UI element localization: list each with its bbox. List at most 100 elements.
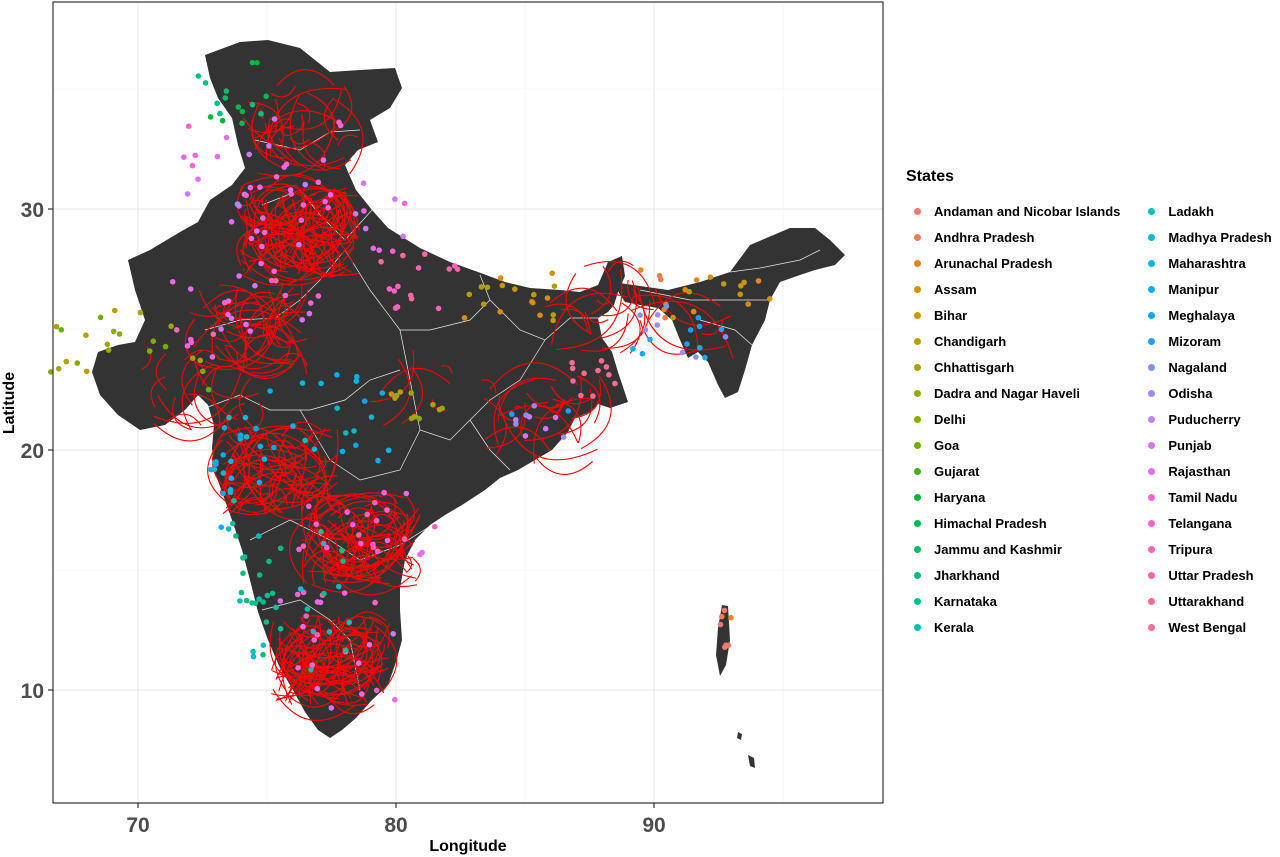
district-point [531,403,537,409]
district-point [261,229,268,236]
state-border-line [254,129,361,151]
legend-item: Chhattisgarh [906,354,1120,380]
district-point [321,590,327,597]
district-point [267,388,273,394]
connection-arc [301,545,379,576]
district-point [302,437,308,444]
district-point [352,211,359,217]
connection-arc [305,662,384,685]
connection-arc [292,653,348,673]
connection-arc [324,527,354,570]
district-point [205,386,212,393]
legend-label: Haryana [934,489,986,505]
district-point [392,696,398,703]
legend-item: Rajasthan [1140,458,1271,484]
district-point [263,619,270,625]
connection-arc [596,299,611,305]
connection-arc [251,102,286,170]
district-point [361,208,367,214]
district-point [296,241,302,248]
district-point [220,470,227,476]
legend-dot-icon [913,363,921,371]
connection-arc [565,272,592,335]
district-point [63,358,70,365]
district-point [370,541,376,548]
state-border-line [469,419,511,471]
district-point [197,357,203,364]
connection-arc [312,187,347,242]
y-tick-label: 20 [21,440,44,463]
connection-arc [412,558,421,582]
legend-label: Bihar [934,307,968,323]
district-point [269,590,276,597]
connection-arc [584,261,656,306]
district-point [339,547,345,554]
district-point [239,108,246,115]
district-point [221,425,228,431]
connection-arc [223,425,305,484]
connection-arc [334,553,369,570]
district-point [379,390,386,396]
connection-arc [328,238,338,267]
district-point [327,192,334,198]
district-point [697,345,703,351]
legend-dot-icon [1147,545,1155,553]
district-point [243,597,250,604]
district-point [552,414,559,421]
district-point [105,347,112,353]
district-point [595,367,601,374]
connection-arc [300,196,346,262]
connection-arc [356,540,418,588]
connection-arc [224,344,239,362]
connection-arc [648,292,721,320]
connection-arc [153,372,242,424]
connection-arc [306,493,401,521]
district-point [277,545,284,552]
connection-arc [316,254,323,270]
district-point [391,288,398,294]
connection-arc [271,471,294,497]
connection-arc [201,365,245,386]
legend-label: Punjab [1168,437,1212,453]
district-point [361,398,368,404]
legend-label: Kerala [934,619,974,635]
district-point [299,317,306,323]
connection-arc [337,507,380,522]
connection-arc [214,322,251,342]
legend-label: Jharkhand [934,567,1000,583]
district-point [687,327,694,333]
district-point [336,119,342,126]
connection-arc [493,379,535,445]
district-point [565,408,572,414]
legend-item: Haryana [906,484,1120,510]
connection-arc [368,616,390,649]
connection-arc [336,192,345,206]
district-point [277,625,284,632]
district-point [350,521,356,528]
district-point [358,540,364,547]
district-point [55,365,62,372]
district-point [223,88,230,94]
district-point [324,544,330,551]
district-point [386,286,393,292]
district-point [315,293,322,299]
district-point [200,368,206,375]
district-point [248,235,255,242]
district-point [395,283,401,290]
district-point [228,219,235,225]
connection-arc [290,114,304,135]
connection-arc [269,126,294,155]
district-point [218,524,225,530]
connection-arc [552,398,582,444]
district-point [237,598,243,604]
connection-arc [155,353,167,391]
district-point [226,414,232,421]
legend-key [1140,311,1162,319]
connection-arc [358,513,409,567]
connection-arc [335,189,351,235]
connection-arc [238,377,258,431]
legend-dot-icon [913,337,921,345]
legend-label: Delhi [934,411,966,427]
district-point [722,334,729,340]
district-point [273,278,279,284]
